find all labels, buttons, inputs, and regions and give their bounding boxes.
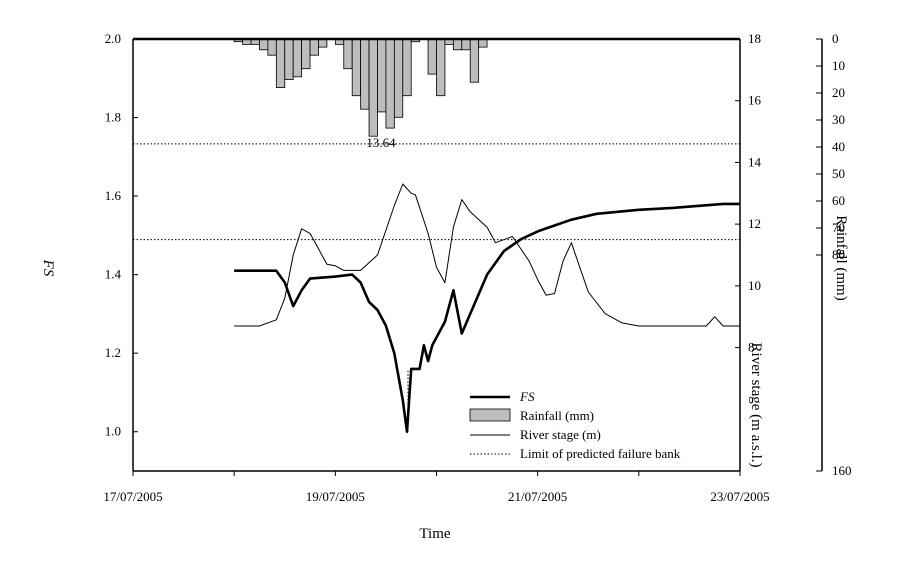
rainfall-bar bbox=[275, 38, 286, 88]
fs-tick-label: 1.2 bbox=[105, 345, 121, 360]
stage-tick-label: 12 bbox=[748, 216, 761, 231]
rainfall-bar bbox=[360, 38, 370, 110]
fs-line bbox=[234, 202, 740, 433]
plot-frame bbox=[132, 37, 823, 472]
stage-tick-label: 14 bbox=[748, 154, 762, 169]
legend-label: Rainfall (mm) bbox=[520, 408, 594, 423]
fs-tick-label: 1.6 bbox=[105, 188, 122, 203]
rainfall-bar bbox=[267, 38, 277, 56]
rainfall-tick-label: 160 bbox=[832, 463, 852, 478]
rainfall-bar bbox=[377, 38, 387, 113]
rainfall-tick-label: 60 bbox=[832, 193, 845, 208]
rainfall-bar bbox=[292, 38, 303, 78]
rainfall-bar bbox=[309, 38, 319, 56]
rainfall-bar bbox=[436, 38, 446, 97]
rainfall-tick-label: 30 bbox=[832, 112, 845, 127]
x-axis-title: Time bbox=[419, 526, 450, 542]
tick-labels: 1.0 1.2 1.4 1.6 1.8 2.0 8 10 12 14 16 18 0 10 20 30 40 50… bbox=[103, 31, 851, 504]
stage-tick-label: 18 bbox=[748, 31, 761, 46]
stage-tick-label: 16 bbox=[748, 93, 762, 108]
rainfall-bar bbox=[351, 38, 362, 97]
rainfall-bar bbox=[385, 38, 395, 129]
peak-annotation: 13.64 bbox=[366, 135, 396, 150]
legend-label: FS bbox=[519, 389, 535, 404]
rainfall-bars bbox=[233, 38, 488, 137]
rainfall-bar bbox=[402, 38, 412, 97]
rainfall-bar bbox=[461, 38, 471, 51]
stage-axis-title: River stage (m a.s.l.) bbox=[748, 343, 764, 468]
river-stage-series bbox=[234, 183, 740, 327]
rainfall-axis-title: Rainfall (mm) bbox=[833, 215, 849, 300]
axis-ticks bbox=[132, 38, 822, 476]
legend-swatch-rainfall bbox=[469, 408, 511, 422]
rainfall-bar bbox=[284, 38, 294, 80]
fs-tick-label: 1.4 bbox=[105, 267, 122, 282]
reference-lines bbox=[133, 143, 740, 241]
x-tick-label: 17/07/2005 bbox=[103, 489, 162, 504]
rainfall-bar bbox=[301, 38, 311, 70]
x-tick-label: 23/07/2005 bbox=[710, 489, 769, 504]
rainfall-bar bbox=[343, 38, 353, 70]
x-tick-label: 21/07/2005 bbox=[508, 489, 567, 504]
rainfall-bar bbox=[452, 38, 463, 51]
x-tick-label: 19/07/2005 bbox=[306, 489, 365, 504]
fs-tick-label: 1.0 bbox=[105, 424, 121, 439]
rainfall-bar bbox=[259, 38, 269, 51]
rainfall-tick-label: 10 bbox=[832, 58, 845, 73]
rainfall-bar bbox=[427, 38, 437, 75]
rainfall-tick-label: 20 bbox=[832, 85, 845, 100]
rainfall-tick-label: 80 bbox=[832, 247, 845, 262]
fs-axis-title: FS bbox=[40, 259, 56, 277]
fs-tick-label: 2.0 bbox=[105, 31, 121, 46]
rainfall-tick-label: 40 bbox=[832, 139, 845, 154]
rainfall-bar bbox=[393, 38, 404, 118]
rainfall-tick-label: 0 bbox=[832, 31, 839, 46]
fs-series bbox=[234, 202, 740, 433]
legend: FS Rainfall (mm) River stage (m) Limit of p… bbox=[469, 389, 681, 461]
river-stage-line bbox=[234, 183, 740, 327]
legend-label: River stage (m) bbox=[520, 427, 601, 442]
stage-tick-label: 8 bbox=[748, 340, 755, 355]
fs-tick-label: 1.8 bbox=[105, 110, 121, 125]
rainfall-tick-label: 50 bbox=[832, 166, 845, 181]
stage-tick-label: 10 bbox=[748, 278, 761, 293]
rainfall-bar bbox=[368, 38, 378, 137]
rainfall-tick-label: 70 bbox=[832, 220, 845, 235]
rainfall-bar bbox=[469, 38, 480, 83]
legend-label: Limit of predicted failure bank bbox=[520, 446, 681, 461]
